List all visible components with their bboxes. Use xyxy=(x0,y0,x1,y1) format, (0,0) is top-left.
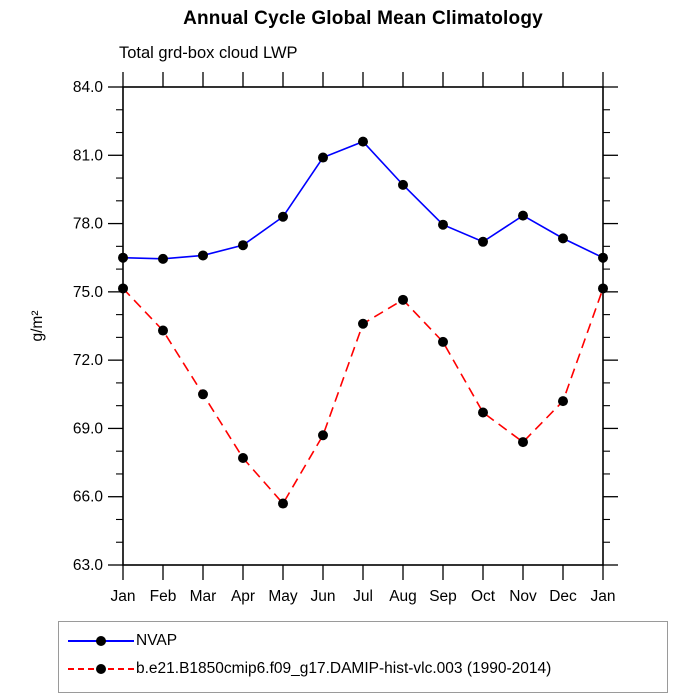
data-point-marker xyxy=(318,430,328,441)
data-point-marker xyxy=(598,283,608,294)
legend-label-model: b.e21.B1850cmip6.f09_g17.DAMIP-hist-vlc.… xyxy=(136,660,552,677)
x-tick-label: Apr xyxy=(231,588,255,605)
data-point-marker xyxy=(478,236,488,247)
legend-line-sample-dashed xyxy=(68,664,134,674)
x-tick-label: Sep xyxy=(429,588,457,605)
data-point-marker xyxy=(518,210,528,221)
data-point-marker xyxy=(118,252,128,263)
x-tick-label: Oct xyxy=(471,588,496,605)
legend-line-sample-solid xyxy=(68,636,134,646)
legend-box: NVAP b.e21.B1850cmip6.f09_g17.DAMIP-hist… xyxy=(58,621,668,693)
x-tick-label: May xyxy=(268,588,298,605)
data-point-marker xyxy=(518,437,528,448)
data-point-marker xyxy=(278,211,288,222)
legend-label-nvap: NVAP xyxy=(136,632,178,649)
data-point-marker xyxy=(198,250,208,261)
data-point-marker xyxy=(398,179,408,190)
chart-subtitle: Total grd-box cloud LWP xyxy=(119,44,298,62)
y-tick-label: 66.0 xyxy=(73,489,104,506)
data-point-marker xyxy=(198,389,208,400)
y-tick-label: 63.0 xyxy=(73,557,104,574)
x-tick-label: Jan xyxy=(591,588,616,605)
y-axis-title: g/m² xyxy=(29,311,46,342)
x-tick-label: Jul xyxy=(353,588,373,605)
chart-title: Annual Cycle Global Mean Climatology xyxy=(183,8,543,29)
data-point-marker xyxy=(398,294,408,305)
axis-frame xyxy=(122,86,604,566)
data-point-marker xyxy=(558,396,568,407)
y-tick-label: 75.0 xyxy=(73,284,104,301)
data-point-marker xyxy=(238,240,248,251)
data-point-marker xyxy=(598,252,608,263)
x-tick-label: Jun xyxy=(311,588,336,605)
data-point-marker xyxy=(358,318,368,329)
y-tick-label: 78.0 xyxy=(73,216,104,233)
x-tick-label: Feb xyxy=(150,588,177,605)
data-point-marker xyxy=(318,152,328,163)
y-tick-label: 69.0 xyxy=(73,420,104,437)
legend-marker-icon xyxy=(96,636,106,646)
y-tick-label: 84.0 xyxy=(73,79,104,96)
x-tick-label: Nov xyxy=(509,588,537,605)
data-point-marker xyxy=(158,325,168,336)
x-tick-label: Dec xyxy=(549,588,577,605)
x-tick-label: Mar xyxy=(190,588,217,605)
plot-area: Jan Feb Mar Apr May Jun Jul Aug Sep Oct Nov Dec Jan 6… xyxy=(29,72,618,605)
legend-row-model: b.e21.B1850cmip6.f09_g17.DAMIP-hist-vlc.… xyxy=(59,655,667,683)
data-point-marker xyxy=(438,336,448,347)
data-point-marker xyxy=(558,233,568,244)
y-tick-label: 81.0 xyxy=(73,147,104,164)
legend-marker-icon xyxy=(96,664,106,674)
series-line-0 xyxy=(122,140,604,260)
data-point-marker xyxy=(478,407,488,418)
y-tick-label: 72.0 xyxy=(73,352,104,369)
data-point-marker xyxy=(158,253,168,264)
x-tick-label: Jan xyxy=(111,588,136,605)
data-point-marker xyxy=(438,219,448,230)
data-point-marker xyxy=(118,283,128,294)
legend-row-nvap: NVAP xyxy=(59,627,667,655)
x-tick-label: Aug xyxy=(389,588,417,605)
data-point-marker xyxy=(278,498,288,509)
data-point-marker xyxy=(358,136,368,147)
data-point-marker xyxy=(238,453,248,464)
